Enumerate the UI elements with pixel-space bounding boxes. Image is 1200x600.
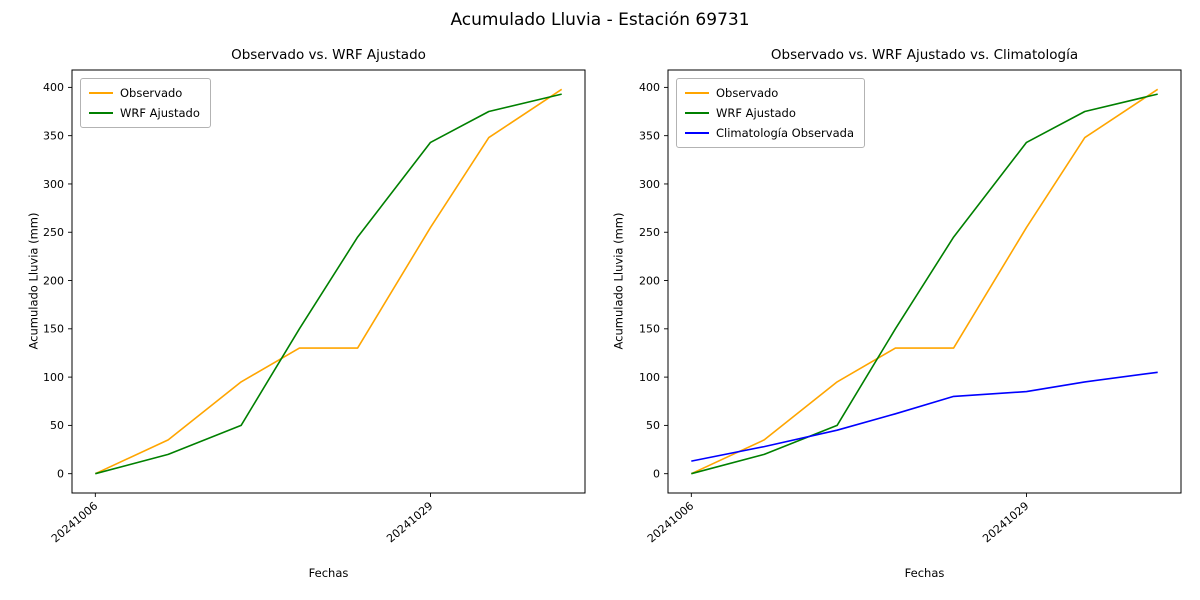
series-line-wrf-ajustado [691, 93, 1158, 475]
legend-line-sample [89, 112, 113, 114]
legend-line-sample [685, 132, 709, 134]
left-y-axis-label: Acumulado Lluvia (mm) [26, 212, 41, 350]
legend-item-observado: Observado [685, 86, 854, 100]
y-tick-label: 200 [639, 274, 660, 287]
x-tick-label: 20241006 [645, 499, 696, 545]
x-tick-label: 20241029 [384, 499, 435, 545]
legend-label: WRF Ajustado [716, 106, 796, 120]
legend-label: Observado [716, 86, 779, 100]
series-line-climatología-observada [691, 371, 1158, 462]
figure-title: Acumulado Lluvia - Estación 69731 [450, 10, 750, 30]
y-tick-label: 150 [639, 323, 660, 336]
right-y-axis-label: Acumulado Lluvia (mm) [611, 212, 626, 350]
y-tick-label: 250 [43, 226, 64, 239]
subplot-right-title: Observado vs. WRF Ajustado vs. Climatolo… [770, 47, 1079, 63]
y-tick-label: 100 [639, 371, 660, 384]
y-tick-label: 400 [43, 81, 64, 94]
left-x-axis-label: Fechas [308, 566, 349, 580]
series-line-observado [690, 88, 1159, 475]
series-line-wrf-ajustado [95, 93, 562, 475]
legend-item-climatología-observada: Climatología Observada [685, 126, 854, 140]
y-tick-label: 0 [57, 467, 64, 480]
legend-line-sample [685, 92, 709, 94]
y-tick-label: 50 [646, 419, 660, 432]
x-tick-label: 20241029 [980, 499, 1031, 545]
y-tick-label: 400 [639, 81, 660, 94]
y-tick-label: 350 [639, 129, 660, 142]
y-tick-label: 100 [43, 371, 64, 384]
y-tick-label: 50 [50, 419, 64, 432]
legend-line-sample [685, 112, 709, 114]
series-line-observado [94, 88, 563, 475]
legend-label: WRF Ajustado [120, 106, 200, 120]
y-tick-label: 300 [639, 178, 660, 191]
y-tick-label: 0 [653, 467, 660, 480]
legend-label: Climatología Observada [716, 126, 854, 140]
legend-item-wrf-ajustado: WRF Ajustado [89, 106, 200, 120]
y-tick-label: 350 [43, 129, 64, 142]
legend-item-wrf-ajustado: WRF Ajustado [685, 106, 854, 120]
legend-label: Observado [120, 86, 183, 100]
right-x-axis-label: Fechas [904, 566, 945, 580]
y-tick-label: 200 [43, 274, 64, 287]
x-tick-label: 20241006 [49, 499, 100, 545]
legend-item-observado: Observado [89, 86, 200, 100]
y-tick-label: 300 [43, 178, 64, 191]
y-tick-label: 150 [43, 323, 64, 336]
right-legend: Observado WRF Ajustado Climatología Observ… [676, 78, 865, 148]
left-legend: Observado WRF Ajustado [80, 78, 211, 128]
subplot-left-title: Observado vs. WRF Ajustado [231, 47, 426, 63]
y-tick-label: 250 [639, 226, 660, 239]
legend-line-sample [89, 92, 113, 94]
